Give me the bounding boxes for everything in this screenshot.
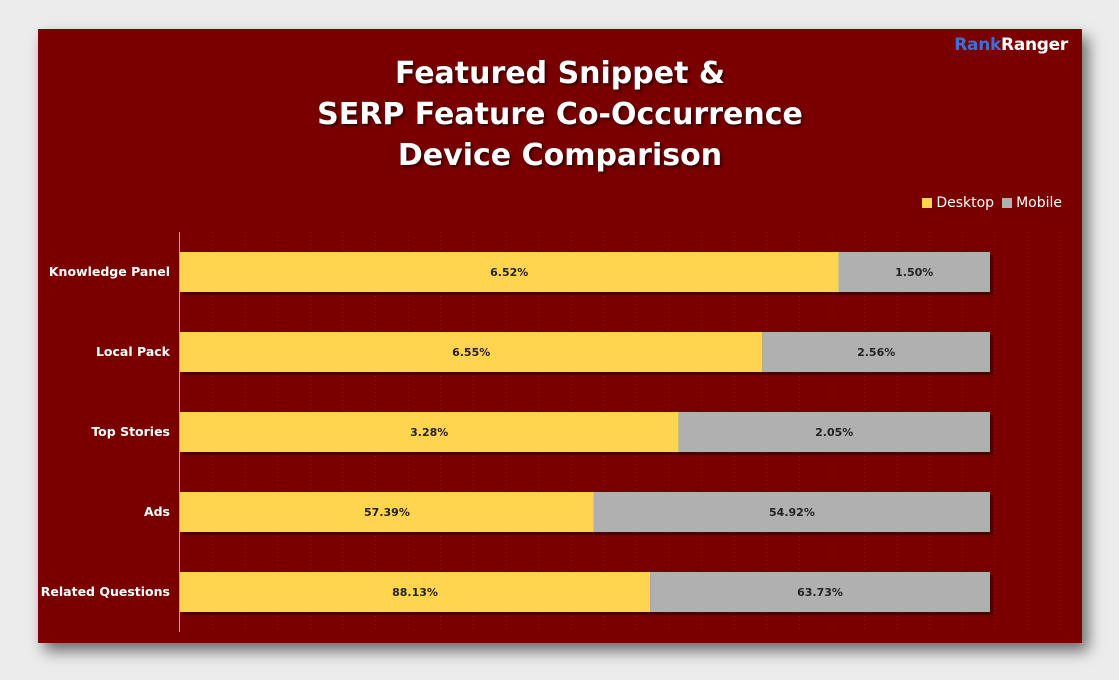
bar-chart-svg: 6.52% 1.50% Knowledge Panel 6.55% 2.56% Local… (41, 232, 1061, 632)
bar-mobile (678, 412, 990, 452)
legend-label-desktop: Desktop (936, 195, 995, 211)
data-label-mobile: 2.56% (857, 346, 895, 359)
legend-label-mobile: Mobile (1016, 195, 1062, 211)
bar-mobile (838, 252, 990, 292)
bar-desktop (180, 572, 651, 612)
legend: Desktop Mobile (922, 195, 1062, 211)
logo-part-rank: Rank (954, 35, 1002, 55)
title-line-2: SERP Feature Co-Occurrence (317, 97, 803, 132)
category-label: Local Pack (96, 344, 171, 359)
bar-mobile (650, 572, 990, 612)
category-label: Related Questions (41, 584, 170, 599)
data-label-desktop: 57.39% (364, 506, 410, 519)
data-label-mobile: 54.92% (769, 506, 815, 519)
data-label-desktop: 88.13% (392, 586, 438, 599)
bar-desktop (180, 492, 594, 532)
title-line-3: Device Comparison (397, 138, 723, 173)
legend-swatch-desktop (922, 198, 933, 208)
logo-part-ranger: Ranger (1001, 35, 1068, 55)
data-label-mobile: 2.05% (815, 426, 853, 439)
chart-card: RankRanger Featured Snippet & SERP Featu… (38, 29, 1082, 643)
bar-desktop (180, 412, 679, 452)
chart-title: Featured Snippet & SERP Feature Co-Occur… (38, 53, 1082, 176)
bar-desktop (180, 332, 763, 372)
title-line-1: Featured Snippet & (394, 56, 726, 91)
data-label-mobile: 1.50% (895, 266, 933, 279)
category-label: Knowledge Panel (49, 264, 170, 279)
bar-mobile (762, 332, 990, 372)
data-label-desktop: 3.28% (410, 426, 448, 439)
bar-desktop (180, 252, 839, 292)
category-label: Top Stories (91, 424, 170, 439)
bar-mobile (593, 492, 990, 532)
legend-item-mobile: Mobile (1002, 195, 1062, 211)
legend-swatch-mobile (1002, 198, 1013, 208)
legend-item-desktop: Desktop (922, 195, 994, 211)
data-label-desktop: 6.52% (490, 266, 528, 279)
rankranger-logo: RankRanger (954, 35, 1068, 55)
data-label-desktop: 6.55% (452, 346, 490, 359)
category-label: Ads (144, 504, 170, 519)
data-label-mobile: 63.73% (797, 586, 843, 599)
